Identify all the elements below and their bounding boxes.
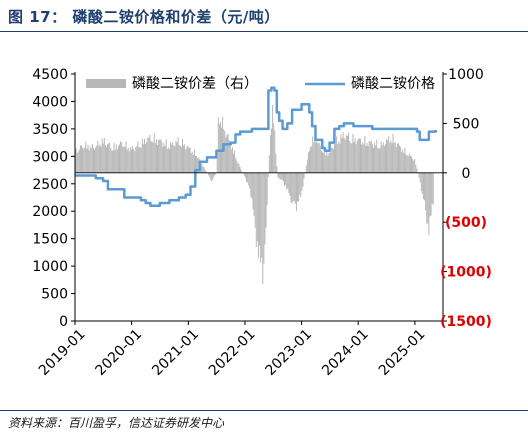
left-tick-label: 4500 bbox=[32, 67, 68, 83]
x-tick-label: 2025-01 bbox=[376, 326, 429, 379]
source-divider bbox=[0, 410, 528, 411]
spread-bars bbox=[74, 104, 434, 285]
x-tick-label: 2023-01 bbox=[263, 326, 316, 379]
x-tick-label: 2020-01 bbox=[93, 326, 146, 379]
left-tick-label: 0 bbox=[59, 314, 68, 330]
title-divider bbox=[0, 31, 528, 32]
left-tick-label: 3500 bbox=[32, 122, 68, 138]
legend: 磷酸二铵价差（右） 磷酸二铵价格 bbox=[86, 76, 435, 92]
legend-swatch-spread bbox=[86, 79, 126, 88]
price-line bbox=[75, 86, 437, 207]
right-tick-label: 500 bbox=[453, 116, 480, 132]
right-tick-label: 1000 bbox=[448, 67, 484, 83]
left-tick-label: 4000 bbox=[32, 94, 68, 110]
left-tick-label: 2000 bbox=[32, 204, 68, 220]
right-tick-label: 0 bbox=[462, 166, 471, 182]
price-line-layer bbox=[75, 86, 437, 207]
right-tick-label: (1000) bbox=[440, 265, 492, 281]
x-tick-label: 2021-01 bbox=[149, 326, 202, 379]
left-tick-label: 1500 bbox=[32, 232, 68, 248]
left-tick-label: 500 bbox=[41, 287, 68, 303]
right-tick-label: (500) bbox=[445, 215, 487, 231]
left-tick-label: 3000 bbox=[32, 149, 68, 165]
right-tick-label: (1500) bbox=[440, 314, 492, 330]
left-tick-label: 1000 bbox=[32, 259, 68, 275]
left-tick-label: 2500 bbox=[32, 177, 68, 193]
legend-label-price: 磷酸二铵价格 bbox=[351, 76, 435, 92]
figure-title: 图 17： 磷酸二铵价格和价差（元/吨） bbox=[8, 8, 280, 26]
source-note: 资料来源：百川盈孚，信达证券研发中心 bbox=[8, 416, 225, 430]
x-tick-label: 2024-01 bbox=[319, 326, 372, 379]
legend-label-spread: 磷酸二铵价差（右） bbox=[132, 76, 258, 92]
price-spread-chart: 4500 4000 3500 3000 2500 2000 1500 1000 500 0 1000… bbox=[32, 67, 492, 379]
x-tick-label: 2022-01 bbox=[206, 326, 259, 379]
x-tick-label: 2019-01 bbox=[36, 326, 89, 379]
